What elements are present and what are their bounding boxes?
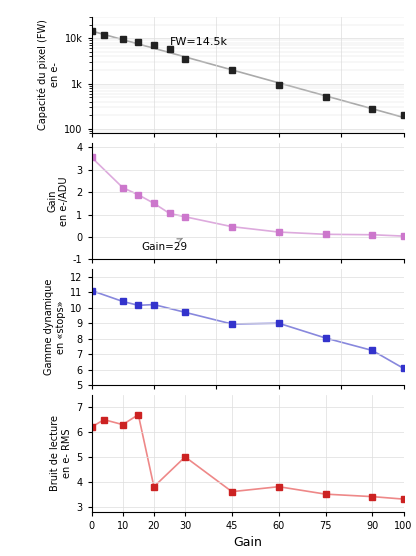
Y-axis label: Capacité du pixel (FW)
en e-: Capacité du pixel (FW) en e- xyxy=(38,19,60,131)
Y-axis label: Bruit de lecture
en e- RMS: Bruit de lecture en e- RMS xyxy=(50,415,72,491)
Y-axis label: Gamme dynamique
en «stops»: Gamme dynamique en «stops» xyxy=(45,279,66,375)
X-axis label: Gain: Gain xyxy=(233,536,262,549)
Text: Gain=29: Gain=29 xyxy=(141,239,188,252)
Text: FW=14.5k: FW=14.5k xyxy=(170,37,228,47)
Y-axis label: Gain
en e-/ADU: Gain en e-/ADU xyxy=(47,176,69,226)
